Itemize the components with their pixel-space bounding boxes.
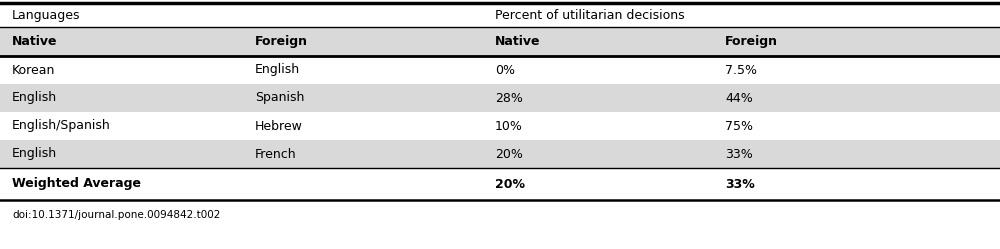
Text: Weighted Average: Weighted Average [12,178,141,190]
Text: English: English [255,63,300,76]
Text: English: English [12,91,57,105]
Bar [0,140,1000,168]
Text: Foreign: Foreign [725,35,778,48]
Text: Native: Native [495,35,540,48]
Text: 44%: 44% [725,91,753,105]
Text: Native: Native [12,35,58,48]
Text: 0%: 0% [495,63,515,76]
Bar [0,230,1000,249]
Text: French: French [255,147,297,161]
Text: Languages: Languages [12,8,80,21]
Text: Spanish: Spanish [255,91,304,105]
Text: 28%: 28% [495,91,523,105]
Text: Korean: Korean [12,63,55,76]
Text: English/Spanish: English/Spanish [12,120,111,132]
Text: 75%: 75% [725,120,753,132]
Bar [0,56,1000,84]
Text: 33%: 33% [725,147,753,161]
Text: English: English [12,147,57,161]
Bar [0,3,1000,27]
Text: Hebrew: Hebrew [255,120,303,132]
Text: 10%: 10% [495,120,523,132]
Bar [0,112,1000,140]
Text: 20%: 20% [495,178,525,190]
Text: Foreign: Foreign [255,35,308,48]
Bar [0,168,1000,200]
Text: Percent of utilitarian decisions: Percent of utilitarian decisions [495,8,685,21]
Bar [0,200,1000,230]
Text: 7.5%: 7.5% [725,63,757,76]
Text: doi:10.1371/journal.pone.0094842.t002: doi:10.1371/journal.pone.0094842.t002 [12,210,220,220]
Text: 33%: 33% [725,178,755,190]
Bar [0,27,1000,56]
Text: 20%: 20% [495,147,523,161]
Bar [0,84,1000,112]
